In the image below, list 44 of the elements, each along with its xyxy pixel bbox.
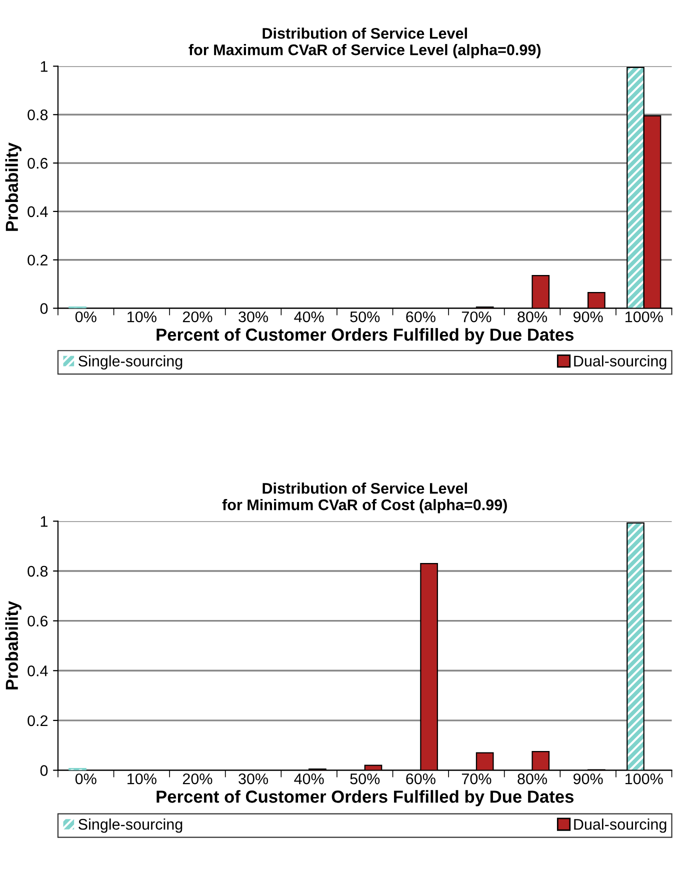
- x-tick-label: 80%: [518, 311, 548, 322]
- x-tick-label: 90%: [574, 773, 603, 784]
- x-tick-label: 10%: [128, 773, 156, 784]
- x-tick-label: 60%: [406, 311, 436, 322]
- x-tick-label: 60%: [406, 773, 436, 784]
- x-tick-label: 70%: [462, 311, 492, 322]
- y-tick-label: 0.6: [28, 616, 48, 627]
- x-tick-label: 20%: [182, 311, 212, 322]
- y-tick-label: 0.8: [28, 566, 48, 577]
- y-tick-label: 0.4: [28, 666, 48, 676]
- legend-label: Dual-sourcing: [574, 355, 666, 370]
- legend-label: Single-sourcing: [78, 818, 182, 833]
- x-tick-label: 40%: [294, 311, 324, 322]
- x-tick-label: 20%: [182, 773, 212, 784]
- y-tick-label: 0: [40, 765, 48, 776]
- x-tick-label: 100%: [626, 311, 663, 322]
- x-tick-label: 30%: [238, 773, 268, 784]
- x-tick-label: 10%: [128, 311, 156, 322]
- y-tick-label: 0.8: [28, 109, 48, 120]
- y-tick-label: 0.6: [28, 158, 48, 169]
- x-tick-label: 0%: [75, 773, 96, 784]
- x-tick-label: 80%: [518, 773, 548, 784]
- y-tick-label: 0: [40, 303, 48, 314]
- x-tick-label: 0%: [75, 311, 96, 322]
- x-tick-label: 90%: [574, 311, 603, 322]
- x-tick-label: 50%: [350, 773, 380, 784]
- x-tick-label: 70%: [462, 773, 492, 784]
- y-axis-title: Probability: [5, 142, 22, 231]
- x-axis-title: Percent of Customer Orders Fulfilled by Due Dates: [156, 328, 574, 344]
- legend-label: Single-sourcing: [78, 355, 182, 370]
- y-tick-label: 0.2: [28, 254, 48, 266]
- y-axis-title: Probability: [5, 600, 22, 690]
- x-tick-label: 50%: [350, 311, 380, 322]
- x-tick-label: 100%: [626, 773, 663, 784]
- y-tick-label: 0.4: [28, 206, 48, 218]
- chart-title: Distribution of Service Level for Maximum CVaR of Service Level (alpha=0.99): [188, 28, 541, 58]
- x-tick-label: 40%: [294, 773, 324, 784]
- y-tick-label: 0.2: [28, 715, 48, 726]
- y-tick-label: 1: [40, 516, 48, 527]
- y-tick-label: 1: [40, 61, 48, 72]
- x-tick-label: 30%: [238, 311, 268, 322]
- chart-title: Distribution of Service Level for Minimum CVaR of Cost (alpha=0.99): [222, 482, 507, 514]
- legend-label: Dual-sourcing: [574, 818, 666, 833]
- x-axis-title: Percent of Customer Orders Fulfilled by Due Dates: [156, 790, 574, 806]
